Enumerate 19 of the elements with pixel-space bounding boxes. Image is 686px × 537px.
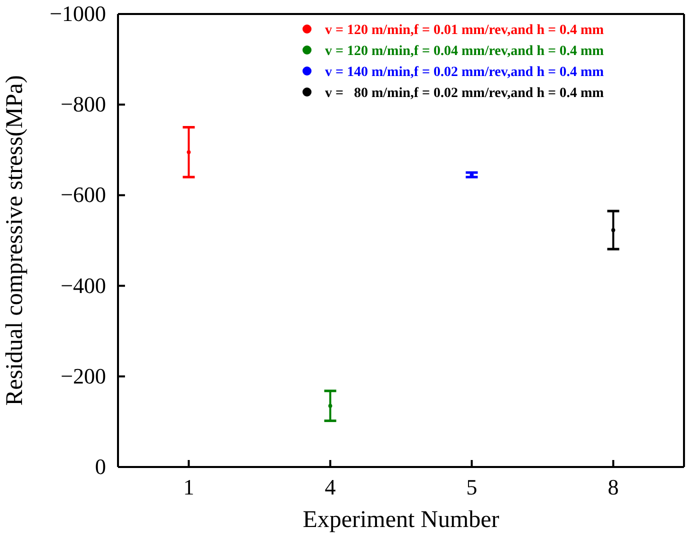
- legend-label: v = 120 m/min,f = 0.04 mm/rev,and h = 0.4 mm: [325, 44, 604, 59]
- x-tick-label: 5: [466, 474, 478, 500]
- x-axis-title: Experiment Number: [302, 507, 500, 533]
- y-tick-label: −800: [60, 92, 106, 117]
- y-axis-title: Residual compressive stress(MPa): [2, 75, 28, 406]
- y-tick-label: −600: [60, 182, 106, 208]
- point: [328, 404, 332, 408]
- point: [611, 228, 616, 232]
- y-tick-label: −200: [60, 363, 106, 388]
- x-tick-label: 4: [324, 474, 336, 500]
- y-tick-label: −1000: [50, 1, 106, 26]
- point: [186, 150, 191, 154]
- x-tick-label: 1: [183, 474, 194, 500]
- legend-label: v = 120 m/min,f = 0.01 mm/rev,and h = 0.4 mm: [325, 23, 604, 38]
- y-tick-label: 0: [95, 454, 106, 480]
- y-tick-label: −400: [60, 272, 106, 298]
- x-tick-label: 8: [608, 474, 619, 500]
- legend-label: v = 140 m/min,f = 0.02 mm/rev,and h = 0.4 mm: [325, 65, 604, 80]
- legend-label: v = 80 m/min,f = 0.02 mm/rev,and h = 0.4 mm: [325, 86, 604, 101]
